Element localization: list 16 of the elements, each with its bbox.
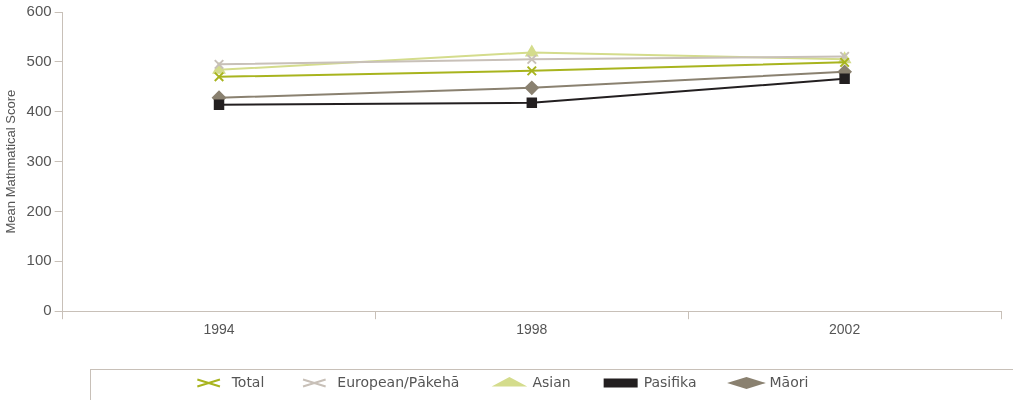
y-tick-label: 0 [43, 301, 52, 319]
legend-label: Total [230, 373, 265, 390]
y-tick-label: 500 [26, 52, 52, 70]
y-tick-label: 600 [26, 2, 52, 20]
legend-label: Asian [532, 373, 571, 390]
x-tick-label: 1998 [516, 321, 548, 338]
x-tick-label: 1994 [203, 321, 235, 338]
y-tick-label: 200 [26, 201, 52, 219]
y-axis-title: Mean Mathmatical Score [3, 89, 19, 234]
y-tick-label: 100 [26, 251, 52, 269]
legend-label: European/Pākehā [337, 373, 460, 390]
y-tick-label: 300 [26, 151, 52, 169]
legend-label: Pasifika [643, 373, 697, 390]
legend-label: Māori [769, 373, 809, 390]
y-tick-label: 400 [26, 101, 52, 119]
x-tick-label: 2002 [829, 321, 861, 338]
